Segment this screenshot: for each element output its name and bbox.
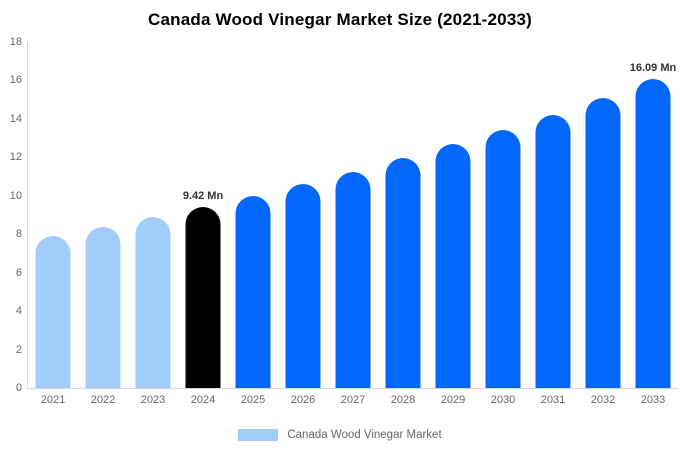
chart-title: Canada Wood Vinegar Market Size (2021-20… — [147, 10, 532, 29]
y-tick-label: 8 — [15, 228, 22, 241]
y-axis: 0 2 4 6 8 10 12 14 16 18 — [0, 36, 22, 394]
bar-slot-2028: 2028 — [378, 42, 428, 406]
bar-slot-2032: 2032 — [578, 42, 628, 406]
bar-2031[interactable] — [535, 115, 571, 388]
bar-annotation: 9.42 Mn — [182, 189, 224, 202]
bar-slot-2029: 2029 — [428, 42, 478, 406]
x-axis-label: 2031 — [540, 394, 566, 406]
bar-slot-2023: 2023 — [128, 42, 178, 406]
bar-slot-2030: 2030 — [478, 42, 528, 406]
bar-2029[interactable] — [435, 144, 471, 388]
bar-slot-2024: 2024 9.42 Mn — [178, 42, 228, 406]
x-axis-label: 2021 — [40, 394, 66, 406]
y-tick-label: 0 — [15, 382, 22, 394]
x-axis-label: 2023 — [140, 394, 166, 406]
bar-2033[interactable] — [635, 78, 671, 388]
bar-slot-2033: 2033 16.09 Mn — [628, 42, 678, 406]
y-tick-label: 18 — [9, 36, 22, 48]
legend-label: Canada Wood Vinegar Market — [287, 429, 442, 441]
bar-slot-2022: 2022 — [78, 42, 128, 406]
x-axis-label: 2024 — [190, 394, 216, 406]
y-tick-label: 10 — [9, 189, 22, 202]
plot-area: 2021 2022 2023 2024 9.42 Mn 2025 2026 2027 2028 2… — [27, 42, 678, 406]
x-axis-label: 2029 — [440, 394, 466, 406]
x-axis-label: 2032 — [590, 394, 616, 406]
y-tick-label: 6 — [15, 266, 22, 279]
bar-2032[interactable] — [585, 97, 621, 388]
bar-slot-2031: 2031 — [528, 42, 578, 406]
legend-item[interactable]: Canada Wood Vinegar Market — [238, 429, 442, 441]
bar-2028[interactable] — [385, 158, 421, 388]
bar-slot-2021: 2021 — [28, 42, 78, 406]
bar-2025[interactable] — [235, 195, 271, 388]
bar-2030[interactable] — [485, 130, 521, 388]
y-tick-label: 4 — [15, 305, 22, 318]
bar-annotation: 16.09 Mn — [629, 61, 677, 74]
bar-2026[interactable] — [285, 184, 321, 388]
bar-slot-2025: 2025 — [228, 42, 278, 406]
y-tick-label: 14 — [9, 112, 22, 125]
bar-2024[interactable] — [185, 206, 221, 388]
bar-slot-2026: 2026 — [278, 42, 328, 406]
y-tick-label: 12 — [9, 151, 22, 164]
bar-2021[interactable] — [35, 236, 71, 388]
bar-2023[interactable] — [135, 217, 171, 388]
x-axis-label: 2033 — [640, 394, 666, 406]
y-tick-label: 2 — [15, 343, 22, 356]
x-axis-label: 2028 — [390, 394, 416, 406]
legend-swatch — [238, 429, 279, 441]
x-axis-label: 2030 — [490, 394, 516, 406]
bar-2022[interactable] — [85, 227, 121, 388]
x-axis-label: 2027 — [340, 394, 366, 406]
x-axis-label: 2025 — [240, 394, 266, 406]
y-tick-label: 16 — [9, 74, 22, 87]
bar-2027[interactable] — [335, 171, 371, 388]
bar-slot-2027: 2027 — [328, 42, 378, 406]
x-axis-label: 2026 — [290, 394, 316, 406]
x-axis-label: 2022 — [90, 394, 116, 406]
legend: Canada Wood Vinegar Market — [0, 429, 680, 441]
